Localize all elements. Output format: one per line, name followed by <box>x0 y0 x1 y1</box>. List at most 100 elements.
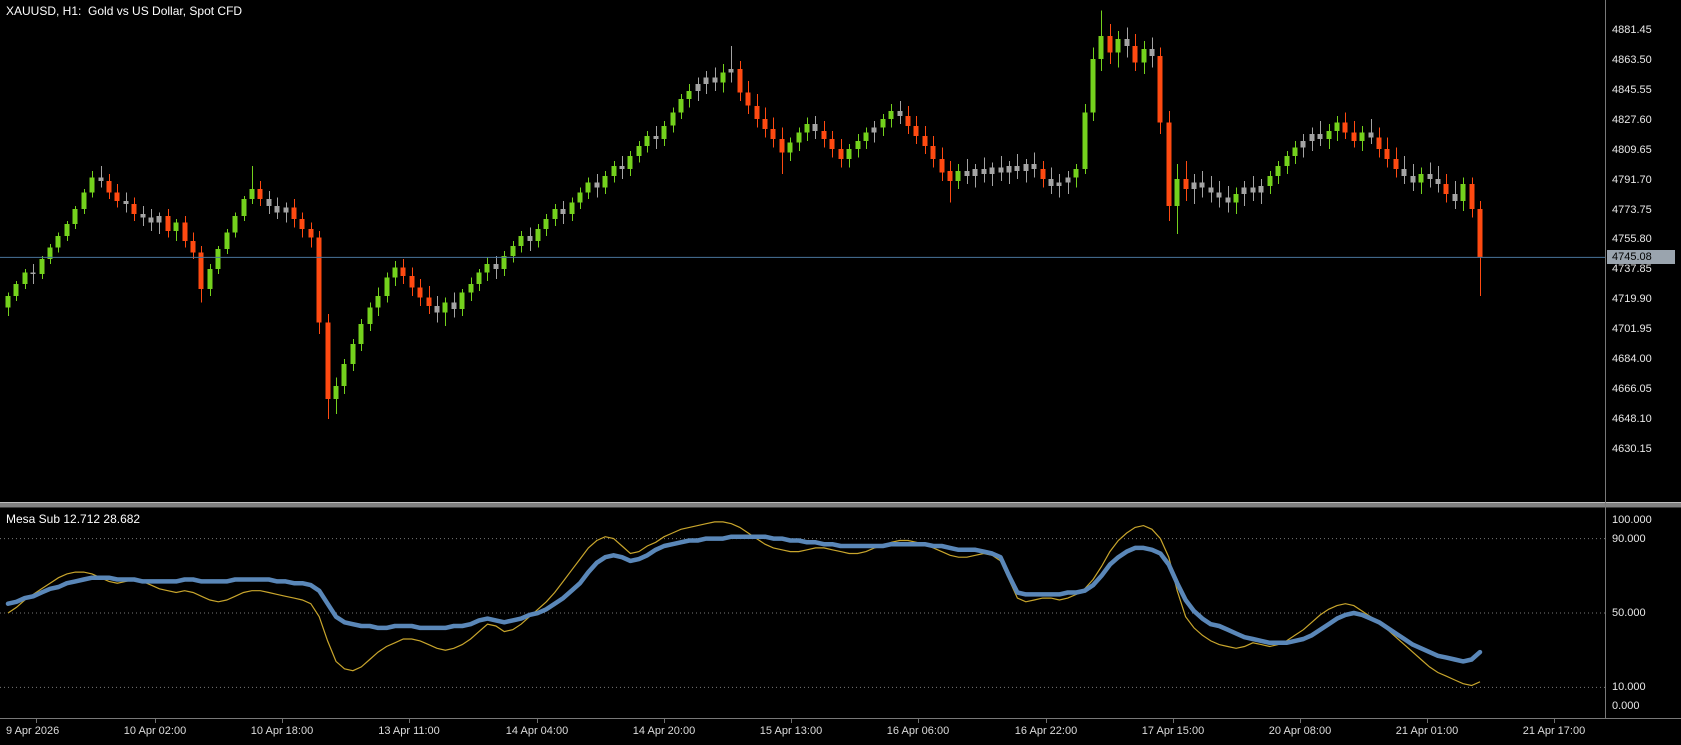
candle <box>81 189 87 215</box>
candle <box>123 192 129 213</box>
candle <box>1267 170 1273 195</box>
candle <box>762 107 768 138</box>
price-axis-label: 4755.80 <box>1612 233 1652 245</box>
candle <box>291 199 297 228</box>
price-axis-label: 4791.70 <box>1612 174 1652 186</box>
candle <box>1056 174 1062 198</box>
candle <box>148 209 154 231</box>
candle <box>1208 175 1214 203</box>
candle <box>602 170 608 195</box>
candle <box>1452 180 1458 210</box>
candle <box>821 120 827 148</box>
candle <box>812 115 818 140</box>
candle <box>39 255 45 280</box>
candle <box>224 229 230 255</box>
candle <box>375 287 381 316</box>
chart-title: XAUUSD, H1: Gold vs US Dollar, Spot CFD <box>6 4 243 18</box>
indicator-axis-label: 90.000 <box>1612 533 1646 545</box>
candle <box>1368 119 1374 145</box>
candle <box>501 250 507 276</box>
candle <box>1469 177 1475 218</box>
candle <box>1401 155 1407 185</box>
candle <box>47 244 53 265</box>
candle <box>266 190 272 215</box>
candle <box>737 60 743 101</box>
time-axis-label: 14 Apr 20:00 <box>632 725 696 737</box>
candle <box>905 105 911 135</box>
pane-separator[interactable] <box>0 502 1681 508</box>
candle <box>855 134 861 158</box>
candle <box>1149 37 1155 68</box>
time-axis-label: 10 Apr 18:00 <box>250 725 314 737</box>
candle <box>156 212 162 235</box>
price-axis-label: 4881.45 <box>1612 24 1652 36</box>
candle <box>308 222 314 248</box>
candle <box>745 80 751 115</box>
candle <box>846 144 852 168</box>
price-axis-label: 4809.65 <box>1612 144 1652 156</box>
candle <box>922 125 928 155</box>
time-axis-label: 21 Apr 17:00 <box>1522 725 1586 737</box>
candle <box>989 162 995 186</box>
candle <box>1376 127 1382 158</box>
candle <box>1174 164 1180 235</box>
candle <box>1199 170 1205 198</box>
candle <box>392 260 398 286</box>
candle <box>1233 187 1239 215</box>
candle <box>796 127 802 151</box>
candle <box>1241 180 1247 206</box>
candle <box>325 314 331 420</box>
candle <box>1292 140 1298 165</box>
candle <box>1166 110 1172 221</box>
candle <box>1157 47 1163 135</box>
candle <box>114 184 120 208</box>
candle <box>560 200 566 225</box>
candle <box>400 259 406 285</box>
candle <box>939 147 945 181</box>
candle <box>1359 125 1365 151</box>
candle <box>98 165 104 188</box>
candle <box>1115 30 1121 68</box>
candle <box>670 107 676 133</box>
candle <box>299 212 305 238</box>
current-price-badge: 4745.08 <box>1607 250 1675 264</box>
candle <box>535 224 541 248</box>
time-axis-label: 9 Apr 2026 <box>6 725 60 737</box>
candle <box>1082 104 1088 175</box>
candle <box>728 45 734 83</box>
time-axis[interactable]: 9 Apr 2026 10 Apr 02:00 10 Apr 18:00 13 Apr… <box>0 719 1681 745</box>
candle <box>577 187 583 210</box>
candle <box>165 209 171 238</box>
candle <box>64 220 70 241</box>
candle <box>981 157 987 183</box>
candle <box>442 297 448 326</box>
price-axis-label: 4827.60 <box>1612 114 1652 126</box>
candle <box>644 130 650 153</box>
candle <box>459 289 465 316</box>
candle <box>1141 40 1147 75</box>
candle <box>627 150 633 176</box>
price-axis-label: 4863.50 <box>1612 54 1652 66</box>
candle <box>384 272 390 303</box>
candle <box>1427 162 1433 188</box>
candle <box>1393 147 1399 178</box>
price-axis-label: 4845.55 <box>1612 84 1652 96</box>
candle <box>1334 115 1340 141</box>
candle <box>695 77 701 101</box>
time-axis-label: 13 Apr 11:00 <box>378 725 440 737</box>
candle <box>1300 134 1306 158</box>
candle <box>1317 120 1323 146</box>
price-axis[interactable]: 4745.08 4881.45 4863.50 4845.55 4827.60 4809… <box>1606 0 1681 718</box>
candle <box>1326 124 1332 150</box>
candle <box>964 159 970 185</box>
candle <box>787 137 793 161</box>
candle <box>190 232 196 260</box>
candle <box>1309 127 1315 151</box>
candle <box>72 205 78 230</box>
candle <box>5 292 11 316</box>
indicator-axis-label: 0.000 <box>1612 700 1640 712</box>
candle <box>1275 160 1281 185</box>
candle <box>493 255 499 280</box>
